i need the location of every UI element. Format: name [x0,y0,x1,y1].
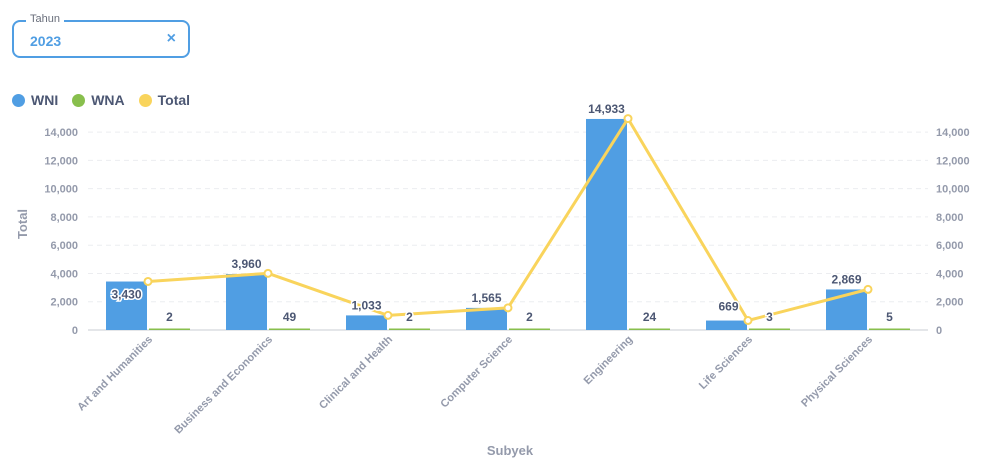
total-point [263,268,273,278]
data-label-wna: 24 [643,310,657,324]
legend-dot-wna [72,93,86,107]
legend-label-wni: WNI [31,92,59,108]
y-tick-left: 4,000 [50,268,78,280]
y-tick-right: 4,000 [936,268,964,280]
bar-wna [869,328,910,330]
y-tick-left: 2,000 [50,297,78,309]
clear-filter-icon[interactable]: × [166,30,176,47]
data-label-wni: 3,960 [231,257,261,271]
data-label-wni: 669 [718,300,738,314]
bar-wna [509,328,550,330]
y-tick-left: 10,000 [44,184,78,196]
x-axis-title: Subyek [487,443,534,458]
data-label-wni: 14,933 [588,102,625,116]
data-label-wni: 2,869 [831,272,861,286]
data-label-wna: 3 [766,310,773,324]
bar-wna [389,328,430,330]
year-filter[interactable]: Tahun 2023 × [12,13,190,58]
legend-label-total: Total [157,92,191,108]
legend-dot-total [138,93,152,107]
total-point [623,114,633,124]
total-point [863,284,873,294]
y-tick-left: 14,000 [44,127,78,139]
legend-item-wna[interactable]: WNA [72,92,125,108]
year-filter-value: 2023 [30,33,62,49]
legend-label-wna: WNA [91,92,125,108]
data-label-wni: 1,565 [471,291,501,305]
legend-dot-wni [12,93,25,107]
year-filter-label: Tahun [26,13,64,25]
x-tick-label: Life Sciences [697,334,755,392]
x-tick-label: Art and Humanities [75,334,155,414]
bar-wna [749,328,790,330]
y-tick-right: 12,000 [936,155,970,167]
total-point [743,316,753,326]
bar-wna [269,328,310,330]
data-label-wna: 49 [283,310,297,324]
data-label-wni: 1,033 [351,298,381,312]
x-tick-label: Business and Economics [172,334,275,437]
data-label-wni: 3,430 [111,288,141,302]
x-tick-label: Engineering [582,334,635,387]
x-tick-label: Physical Sciences [799,334,875,410]
data-label-wna: 2 [406,310,413,324]
y-tick-left: 8,000 [50,212,78,224]
legend-item-wni[interactable]: WNI [12,92,58,108]
bar-wni [106,281,147,330]
chart-legend: WNI WNA Total [12,92,190,108]
y-tick-right: 14,000 [936,127,970,139]
y-tick-left: 0 [72,325,78,337]
y-tick-right: 8,000 [936,212,964,224]
y-axis-title: Total [15,209,30,239]
bar-wni [226,274,267,330]
legend-item-total[interactable]: Total [138,92,191,108]
data-label-wna: 2 [526,310,533,324]
bar-wni [346,315,387,330]
total-point [383,310,393,320]
y-tick-right: 10,000 [936,184,970,196]
bar-wni [706,320,747,330]
data-label-wna: 2 [166,310,173,324]
bar-wni [466,307,507,330]
bar-wna [149,328,190,330]
x-tick-label: Computer Science [438,334,515,411]
y-tick-left: 12,000 [44,155,78,167]
total-point [503,303,513,313]
x-tick-label: Clinical and Health [317,333,395,411]
data-label-wna: 5 [886,310,893,324]
y-tick-left: 6,000 [50,240,78,252]
y-tick-right: 0 [936,325,942,337]
y-tick-right: 2,000 [936,297,964,309]
bar-wna [629,328,670,330]
y-tick-right: 6,000 [936,240,964,252]
total-point [143,276,153,286]
